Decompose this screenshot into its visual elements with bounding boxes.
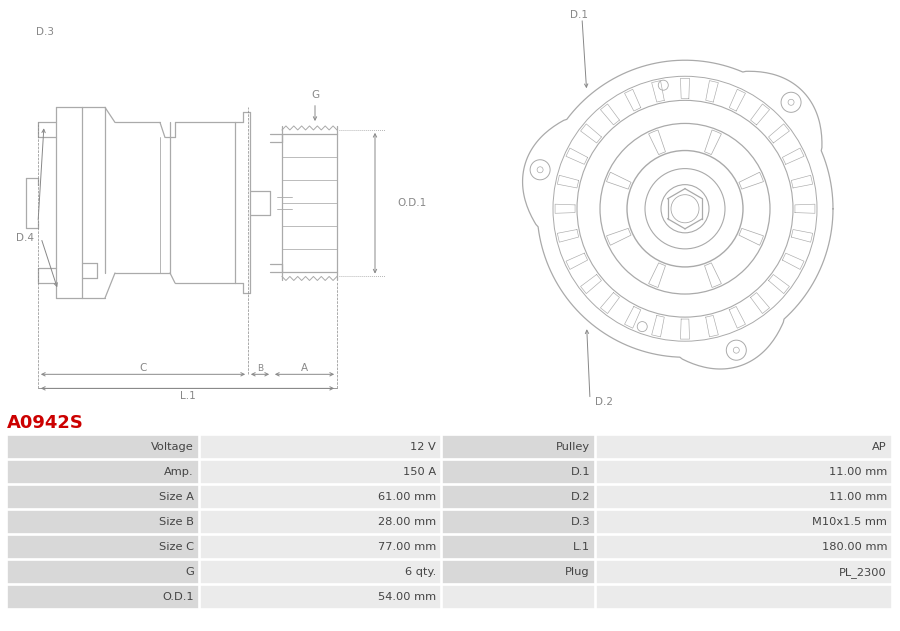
Text: G: G [310, 90, 320, 100]
Bar [200, 435, 441, 459]
Bar [596, 460, 892, 484]
Bar [596, 435, 892, 459]
Bar [442, 435, 595, 459]
Bar [7, 585, 199, 609]
Bar [596, 585, 892, 609]
Text: PL_2300: PL_2300 [839, 567, 887, 578]
Bar [442, 585, 595, 609]
Bar [200, 460, 441, 484]
Text: D.3: D.3 [571, 517, 590, 528]
Text: 12 V: 12 V [410, 442, 436, 452]
Text: D.2: D.2 [571, 493, 590, 502]
Text: 28.00 mm: 28.00 mm [378, 517, 436, 528]
Bar [442, 460, 595, 484]
Text: Size B: Size B [159, 517, 194, 528]
Text: D.3: D.3 [36, 27, 54, 37]
Text: D.1: D.1 [571, 468, 590, 478]
Text: Size C: Size C [159, 543, 194, 553]
Bar [596, 510, 892, 534]
Text: Voltage: Voltage [151, 442, 194, 452]
Text: M10x1.5 mm: M10x1.5 mm [812, 517, 887, 528]
Text: O.D.1: O.D.1 [162, 593, 194, 603]
Text: 54.00 mm: 54.00 mm [378, 593, 436, 603]
Text: 150 A: 150 A [403, 468, 436, 478]
Bar [200, 485, 441, 509]
Bar [200, 535, 441, 559]
Text: B: B [256, 364, 263, 373]
Bar [7, 435, 199, 459]
Text: A: A [301, 363, 308, 374]
Text: 11.00 mm: 11.00 mm [829, 493, 887, 502]
Bar [7, 485, 199, 509]
Bar [7, 560, 199, 584]
Text: Plug: Plug [565, 567, 590, 577]
Text: D.1: D.1 [570, 10, 588, 20]
Text: L.1: L.1 [573, 543, 590, 553]
Text: Amp.: Amp. [165, 468, 194, 478]
Text: 6 qty.: 6 qty. [405, 567, 436, 577]
Text: A0942S: A0942S [7, 414, 84, 432]
Bar [596, 485, 892, 509]
Bar [442, 535, 595, 559]
Bar [200, 510, 441, 534]
Text: O.D.1: O.D.1 [397, 198, 427, 208]
Text: D.2: D.2 [595, 398, 613, 408]
Bar [596, 560, 892, 584]
Text: D.4: D.4 [16, 233, 34, 243]
Text: G: G [185, 567, 194, 577]
Text: Pulley: Pulley [556, 442, 590, 452]
Bar [596, 535, 892, 559]
Bar [7, 510, 199, 534]
Bar [200, 585, 441, 609]
Text: L.1: L.1 [180, 391, 195, 401]
Text: 180.00 mm: 180.00 mm [822, 543, 887, 553]
Text: AP: AP [872, 442, 887, 452]
Bar [7, 535, 199, 559]
Text: 61.00 mm: 61.00 mm [378, 493, 436, 502]
Bar [442, 510, 595, 534]
Text: 11.00 mm: 11.00 mm [829, 468, 887, 478]
Text: C: C [140, 363, 147, 374]
Bar [7, 460, 199, 484]
Bar [442, 485, 595, 509]
Text: 77.00 mm: 77.00 mm [378, 543, 436, 553]
Text: Size A: Size A [159, 493, 194, 502]
Bar [200, 560, 441, 584]
Bar [442, 560, 595, 584]
